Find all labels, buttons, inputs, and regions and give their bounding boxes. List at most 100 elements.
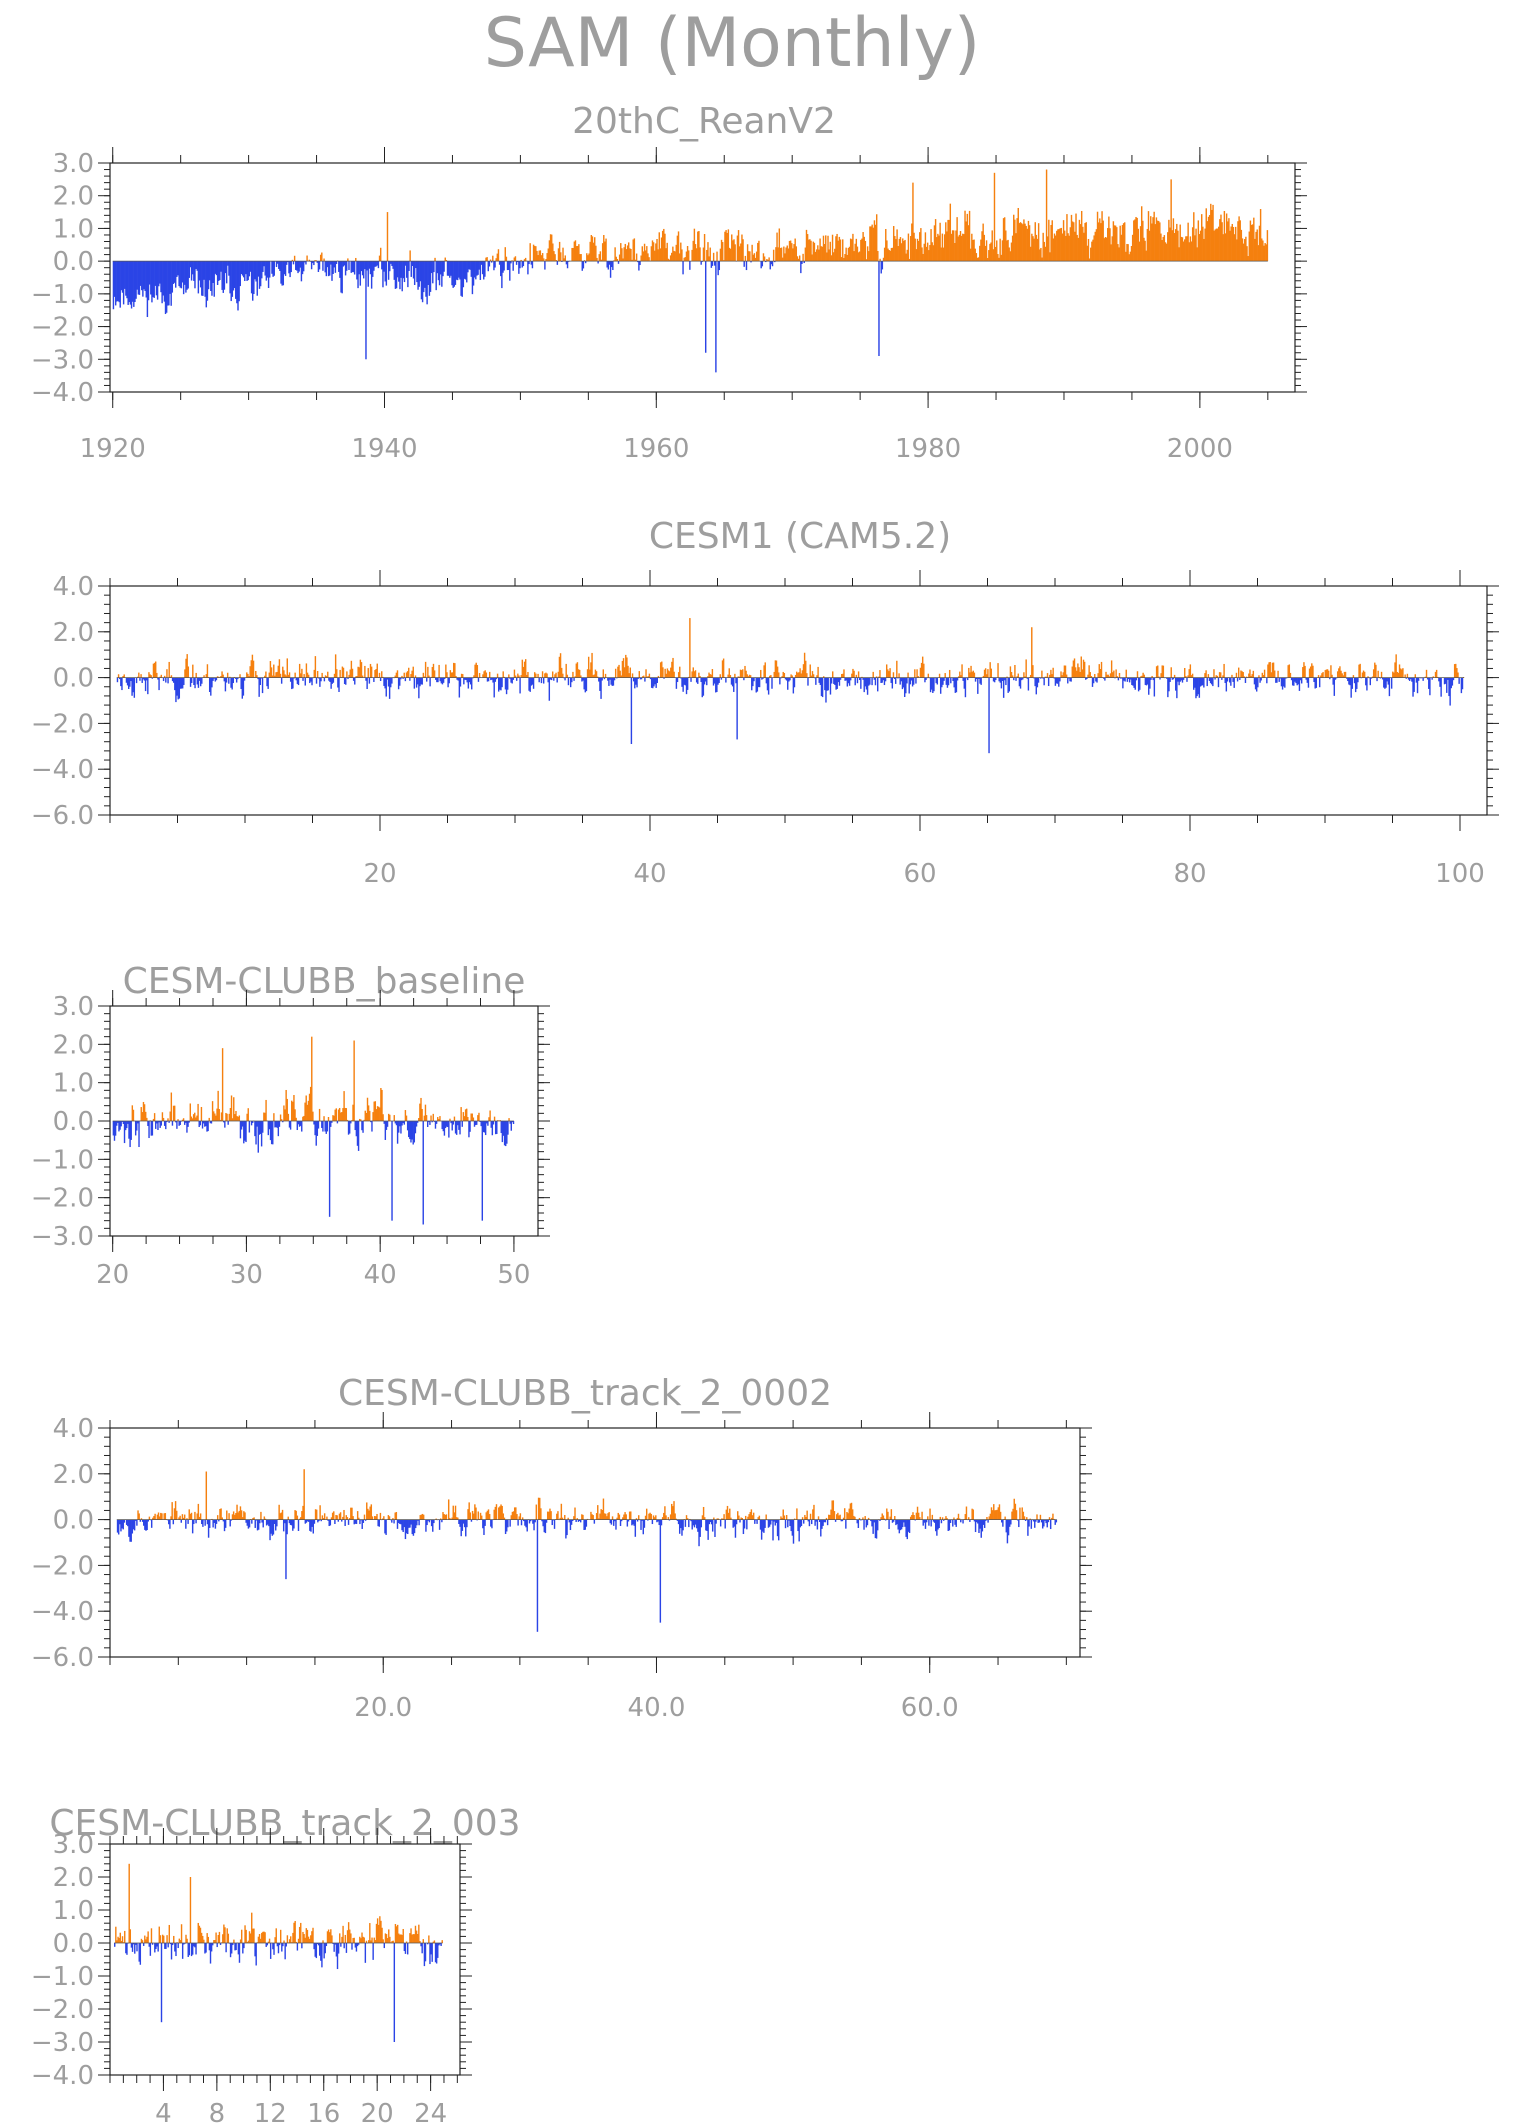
bar xyxy=(299,1121,302,1126)
bar xyxy=(462,1519,465,1524)
bar xyxy=(360,662,363,678)
bar xyxy=(273,664,275,678)
bar xyxy=(289,1121,292,1130)
bar xyxy=(953,1517,955,1520)
bar xyxy=(167,1943,169,1948)
bar xyxy=(156,672,158,678)
bar xyxy=(576,1518,578,1520)
bar xyxy=(402,1519,404,1533)
bar xyxy=(748,674,751,678)
bar xyxy=(814,251,817,262)
bar xyxy=(987,669,989,678)
bar xyxy=(301,1943,303,1949)
bar xyxy=(214,1519,217,1529)
bar xyxy=(284,1109,286,1121)
bar xyxy=(694,244,697,262)
bar xyxy=(158,1516,161,1520)
bar xyxy=(172,1105,175,1121)
bar xyxy=(413,1519,416,1534)
bar xyxy=(423,261,425,293)
bar xyxy=(1214,229,1217,262)
bar xyxy=(366,1097,369,1121)
bar xyxy=(866,677,869,695)
bar xyxy=(923,243,925,262)
bar xyxy=(341,261,343,294)
bar xyxy=(161,261,163,304)
bar xyxy=(1177,677,1179,682)
bar xyxy=(884,1519,887,1521)
bar xyxy=(717,677,719,685)
bar xyxy=(282,1943,284,1947)
bar xyxy=(1376,677,1378,682)
bar xyxy=(415,1930,418,1943)
bar xyxy=(347,258,349,262)
bar xyxy=(237,677,239,680)
bar xyxy=(467,1509,469,1520)
bar xyxy=(130,677,132,682)
bar xyxy=(185,1121,187,1123)
bar xyxy=(1067,677,1069,684)
bar xyxy=(525,1519,527,1528)
bar xyxy=(711,1519,714,1532)
bar xyxy=(332,677,335,683)
bar xyxy=(321,1121,323,1128)
bar xyxy=(451,1517,453,1520)
bar xyxy=(426,1121,429,1127)
bar xyxy=(878,261,880,357)
bar xyxy=(1045,169,1048,262)
bar xyxy=(367,1508,369,1520)
bar xyxy=(819,238,821,262)
bar xyxy=(883,677,886,686)
bar xyxy=(760,669,762,678)
bar xyxy=(378,1519,380,1527)
bar xyxy=(296,1515,299,1520)
bar xyxy=(490,1121,492,1128)
bar xyxy=(1113,670,1115,678)
bar xyxy=(1083,232,1085,262)
bar xyxy=(1073,658,1076,678)
bar xyxy=(237,261,239,311)
x-tick-label: 60 xyxy=(903,859,936,889)
bar xyxy=(1059,228,1061,262)
bar xyxy=(1003,217,1006,262)
bar xyxy=(318,261,321,270)
bar xyxy=(1062,672,1064,678)
bar xyxy=(1013,677,1015,681)
bar xyxy=(490,1519,492,1527)
bar xyxy=(1262,240,1264,262)
bar xyxy=(1231,223,1234,262)
bar xyxy=(187,666,190,678)
bar xyxy=(949,1519,952,1523)
bar xyxy=(1318,677,1321,688)
bar xyxy=(355,1519,358,1524)
bar xyxy=(1307,677,1310,688)
bar xyxy=(648,673,651,678)
bar xyxy=(630,248,632,262)
bar xyxy=(435,1518,437,1520)
bar xyxy=(391,677,393,684)
bar xyxy=(966,677,969,681)
bar xyxy=(188,1943,191,1956)
bar xyxy=(331,1121,333,1123)
bar xyxy=(129,261,132,305)
bar xyxy=(887,669,889,678)
bar xyxy=(224,1121,226,1128)
bar xyxy=(330,1929,332,1943)
bar xyxy=(556,677,558,683)
bar xyxy=(504,677,507,690)
bar xyxy=(982,1519,985,1525)
bar xyxy=(1096,211,1099,262)
bar xyxy=(297,1121,300,1125)
bar xyxy=(1002,1519,1004,1527)
bar xyxy=(298,1518,301,1520)
bar xyxy=(324,1943,326,1954)
bar xyxy=(405,672,408,678)
bar xyxy=(381,261,383,270)
bar xyxy=(267,261,270,288)
bar xyxy=(804,1514,806,1520)
bar xyxy=(407,261,409,288)
x-tick-label: 4 xyxy=(155,2099,172,2125)
bar xyxy=(742,239,744,262)
bar xyxy=(799,1519,802,1528)
bar xyxy=(497,1120,499,1121)
